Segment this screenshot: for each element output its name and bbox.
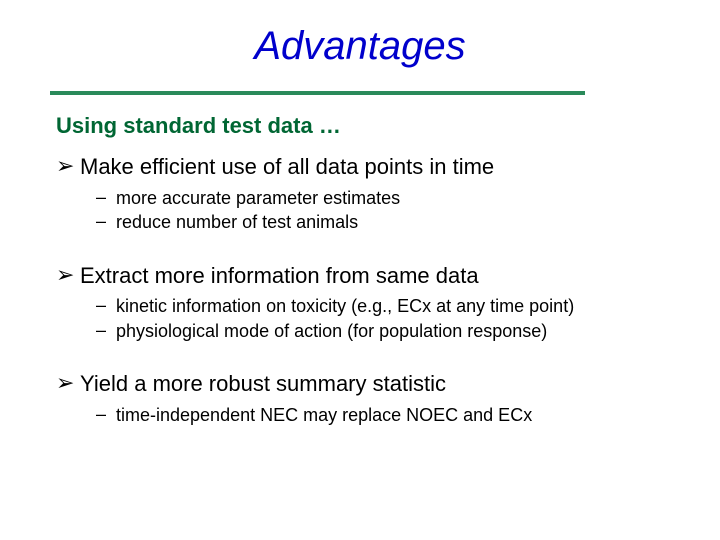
bullet-level1: ➢ Extract more information from same dat…	[56, 262, 690, 290]
bullet-level2: – time-independent NEC may replace NOEC …	[96, 404, 690, 427]
dash-bullet-icon: –	[96, 404, 116, 425]
arrow-bullet-icon: ➢	[56, 153, 80, 179]
content-area: Using standard test data … ➢ Make effici…	[0, 113, 720, 426]
bullet-text: Make efficient use of all data points in…	[80, 153, 690, 181]
bullet-group: ➢ Extract more information from same dat…	[56, 262, 690, 343]
bullet-level2: – kinetic information on toxicity (e.g.,…	[96, 295, 690, 318]
bullet-level1: ➢ Yield a more robust summary statistic	[56, 370, 690, 398]
bullet-level2: – more accurate parameter estimates	[96, 187, 690, 210]
bullet-text: kinetic information on toxicity (e.g., E…	[116, 295, 690, 318]
bullet-text: reduce number of test animals	[116, 211, 690, 234]
bullet-text: more accurate parameter estimates	[116, 187, 690, 210]
bullet-group: ➢ Yield a more robust summary statistic …	[56, 370, 690, 426]
bullet-level2: – reduce number of test animals	[96, 211, 690, 234]
slide-title: Advantages	[0, 24, 720, 69]
slide: Advantages Using standard test data … ➢ …	[0, 0, 720, 540]
lead-text: Using standard test data …	[56, 113, 690, 139]
arrow-bullet-icon: ➢	[56, 370, 80, 396]
bullet-level1: ➢ Make efficient use of all data points …	[56, 153, 690, 181]
dash-bullet-icon: –	[96, 320, 116, 341]
divider-line	[50, 91, 585, 95]
bullet-level2: – physiological mode of action (for popu…	[96, 320, 690, 343]
dash-bullet-icon: –	[96, 211, 116, 232]
bullet-text: Yield a more robust summary statistic	[80, 370, 690, 398]
bullet-group: ➢ Make efficient use of all data points …	[56, 153, 690, 234]
bullet-text: time-independent NEC may replace NOEC an…	[116, 404, 690, 427]
dash-bullet-icon: –	[96, 187, 116, 208]
bullet-text: physiological mode of action (for popula…	[116, 320, 690, 343]
arrow-bullet-icon: ➢	[56, 262, 80, 288]
dash-bullet-icon: –	[96, 295, 116, 316]
bullet-text: Extract more information from same data	[80, 262, 690, 290]
